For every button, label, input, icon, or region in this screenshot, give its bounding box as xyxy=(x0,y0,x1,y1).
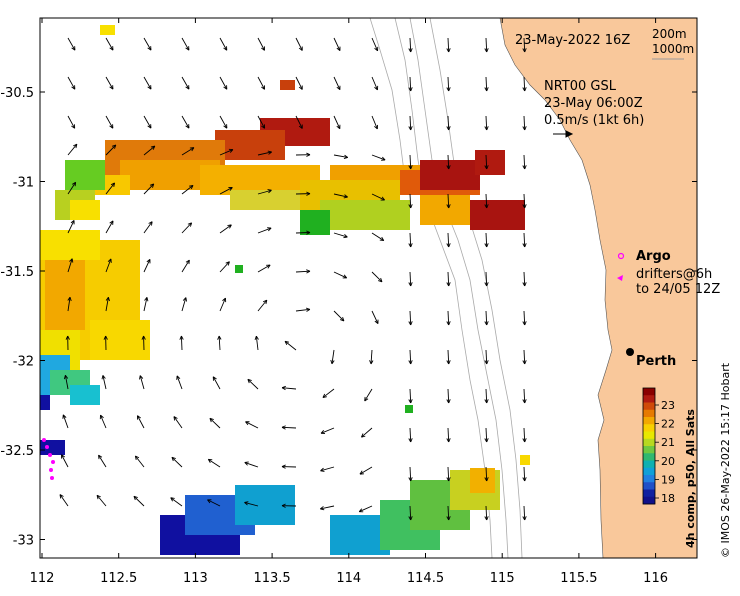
x-tick-label: 113 xyxy=(183,571,208,586)
x-tick-label: 114.5 xyxy=(407,571,444,586)
x-tick-label: 112 xyxy=(30,571,55,586)
nrt-time: 23-May 06:00Z xyxy=(544,96,643,111)
x-tick-label: 112.5 xyxy=(100,571,137,586)
colorbar-tick-label: 22 xyxy=(661,418,675,431)
y-tick-label: -31 xyxy=(13,176,34,191)
y-tick-label: -33 xyxy=(13,534,34,549)
x-tick-label: 113.5 xyxy=(253,571,290,586)
colorbar-tick-label: 23 xyxy=(661,399,675,412)
perth-marker xyxy=(626,348,634,356)
colorbar-title: 4h comp, p50, All Sats xyxy=(684,409,697,548)
colorbar-tick-label: 20 xyxy=(661,455,675,468)
city-label: Perth xyxy=(636,354,676,369)
argo-legend-title: Argo xyxy=(636,249,671,264)
y-tick-label: -31.5 xyxy=(0,265,34,280)
y-tick-label: -32 xyxy=(13,355,34,370)
x-tick-label: 116 xyxy=(643,571,668,586)
y-tick-label: -32.5 xyxy=(0,444,34,459)
nrt-scale: 0.5m/s (1kt 6h) xyxy=(544,113,644,128)
x-tick-label: 114 xyxy=(336,571,361,586)
y-tick-label: -30.5 xyxy=(0,86,34,101)
x-tick-label: 115 xyxy=(490,571,515,586)
colorbar-tick-label: 18 xyxy=(661,492,675,505)
bathy-label-1000m: 1000m xyxy=(652,42,694,56)
nrt-source: NRT00 GSL xyxy=(544,79,617,94)
credit-label: © IMOS 26-May-2022 15:17 Hobart xyxy=(719,362,732,558)
bathy-label-200m: 200m xyxy=(652,27,687,41)
argo-legend-drifters: drifters@6h xyxy=(636,267,712,282)
x-tick-label: 115.5 xyxy=(560,571,597,586)
date-label: 23-May-2022 16Z xyxy=(515,33,630,48)
colorbar-tick-label: 21 xyxy=(661,436,675,449)
argo-legend-time: to 24/05 12Z xyxy=(636,282,720,297)
colorbar-tick-label: 19 xyxy=(661,473,675,486)
